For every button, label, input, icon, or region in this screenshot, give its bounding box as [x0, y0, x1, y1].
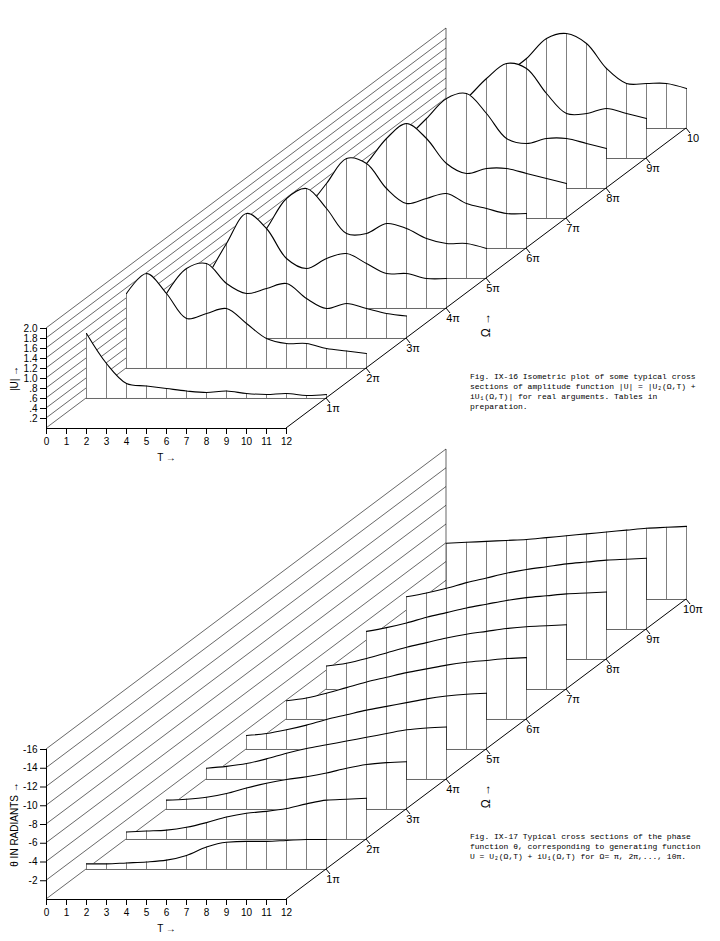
svg-text:0: 0 — [44, 436, 50, 447]
svg-text:0: 0 — [44, 907, 50, 918]
svg-text:1: 1 — [64, 436, 70, 447]
svg-text:11: 11 — [261, 907, 272, 918]
svg-text:1.2: 1.2 — [24, 363, 38, 374]
svg-text:-8: -8 — [29, 819, 38, 830]
svg-text:4: 4 — [124, 907, 130, 918]
svg-text:.6: .6 — [29, 393, 38, 404]
svg-text:-16: -16 — [23, 744, 38, 755]
svg-text:-10: -10 — [23, 800, 38, 811]
svg-text:4π: 4π — [446, 312, 460, 324]
svg-text:-12: -12 — [23, 781, 38, 792]
svg-text:10: 10 — [241, 436, 253, 447]
svg-text:T →: T → — [157, 923, 176, 934]
svg-text:9π: 9π — [646, 633, 660, 645]
svg-text:4π: 4π — [446, 783, 460, 795]
svg-text:Ω →: Ω → — [479, 313, 493, 337]
svg-text:12: 12 — [281, 436, 293, 447]
svg-text:-14: -14 — [23, 762, 38, 773]
svg-text:1.0: 1.0 — [24, 373, 38, 384]
svg-text:6π: 6π — [526, 723, 540, 735]
svg-text:9π: 9π — [646, 162, 660, 174]
svg-text:-6: -6 — [29, 837, 38, 848]
svg-text:2.0: 2.0 — [24, 323, 38, 334]
svg-text:1.8: 1.8 — [24, 333, 38, 344]
html-text:Fig. IX-17 Typical cross secti: Fig. IX-17 Typical cross sections of the… — [470, 832, 701, 861]
svg-text:11: 11 — [261, 436, 272, 447]
svg-text:-4: -4 — [29, 856, 38, 867]
svg-text:1π: 1π — [326, 402, 340, 414]
svg-text:10: 10 — [687, 132, 699, 144]
svg-text:12: 12 — [281, 907, 293, 918]
svg-text:5π: 5π — [486, 753, 500, 765]
svg-text:1: 1 — [64, 907, 70, 918]
svg-text:8π: 8π — [606, 192, 620, 204]
svg-text:1.6: 1.6 — [24, 343, 38, 354]
svg-text:4: 4 — [124, 436, 130, 447]
svg-text:.4: .4 — [29, 403, 38, 414]
svg-text:.2: .2 — [29, 413, 38, 424]
svg-text:8π: 8π — [606, 663, 620, 675]
svg-text:9: 9 — [224, 436, 230, 447]
svg-text:5: 5 — [144, 907, 150, 918]
svg-text:6π: 6π — [526, 252, 540, 264]
svg-text:6: 6 — [164, 436, 170, 447]
svg-text:θ IN RADIANTS →: θ IN RADIANTS → — [9, 782, 20, 866]
svg-text:3: 3 — [104, 907, 110, 918]
svg-text:7π: 7π — [566, 693, 580, 705]
svg-text:2: 2 — [84, 436, 90, 447]
svg-text:.8: .8 — [29, 383, 38, 394]
svg-text:T →: T → — [157, 452, 176, 463]
svg-text:8: 8 — [204, 907, 210, 918]
svg-text:2: 2 — [84, 907, 90, 918]
svg-text:2π: 2π — [366, 372, 380, 384]
svg-text:2π: 2π — [366, 843, 380, 855]
svg-text:9: 9 — [224, 907, 230, 918]
svg-text:Ω →: Ω → — [479, 784, 493, 808]
svg-text:10: 10 — [241, 907, 253, 918]
svg-text:8: 8 — [204, 436, 210, 447]
html-text:Fig. IX-16 Isometric plot of s: Fig. IX-16 Isometric plot of some typica… — [470, 372, 696, 411]
svg-text:3: 3 — [104, 436, 110, 447]
svg-text:1.4: 1.4 — [24, 353, 38, 364]
svg-text:3π: 3π — [406, 813, 420, 825]
svg-text:1π: 1π — [326, 873, 340, 885]
svg-text:5: 5 — [144, 436, 150, 447]
svg-text:|U| →: |U| → — [9, 366, 20, 391]
svg-text:3π: 3π — [406, 342, 420, 354]
svg-text:7: 7 — [184, 436, 190, 447]
svg-text:7: 7 — [184, 907, 190, 918]
svg-text:7π: 7π — [566, 222, 580, 234]
svg-text:5π: 5π — [486, 282, 500, 294]
svg-text:-2: -2 — [29, 875, 38, 886]
svg-text:6: 6 — [164, 907, 170, 918]
svg-text:10π: 10π — [683, 603, 703, 615]
